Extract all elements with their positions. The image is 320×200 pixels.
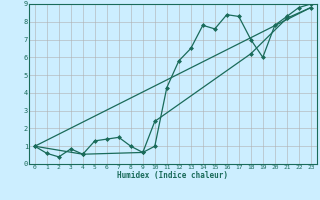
X-axis label: Humidex (Indice chaleur): Humidex (Indice chaleur) <box>117 171 228 180</box>
